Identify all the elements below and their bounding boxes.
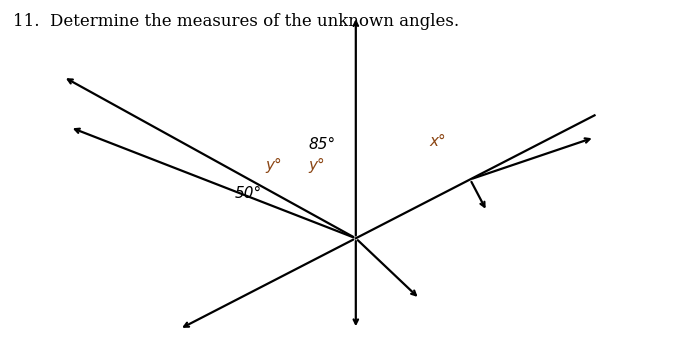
- Text: 11.  Determine the measures of the unknown angles.: 11. Determine the measures of the unknow…: [13, 13, 459, 30]
- Text: x°: x°: [430, 134, 446, 149]
- Text: y°: y°: [308, 158, 325, 173]
- Text: y°: y°: [265, 158, 282, 173]
- Text: 50°: 50°: [235, 186, 262, 201]
- Text: 85°: 85°: [308, 137, 336, 152]
